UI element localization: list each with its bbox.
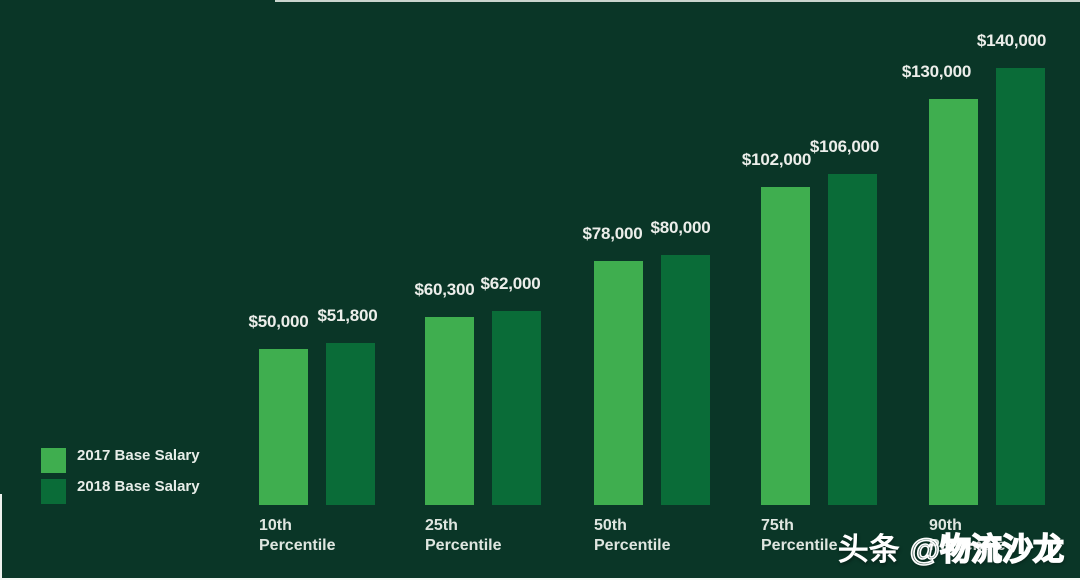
value-label-2017-90th-percentile: $130,000: [901, 62, 972, 81]
category-label-10th-percentile: 10th Percentile: [259, 517, 336, 554]
value-label-2018-90th-percentile: $140,000: [976, 30, 1047, 50]
bar-2018-90th-percentile: [996, 67, 1045, 505]
value-label-2017-75th-percentile: $102,000: [741, 149, 812, 169]
watermark-handle-text: @物流沙龙: [909, 532, 1065, 568]
page-edge-sliver-bottom: [0, 578, 1080, 580]
bar-2017-25th-percentile: [425, 316, 474, 505]
chart-legend: 2017 Base Salary 2018 Base Salary: [41, 448, 200, 510]
category-label-50th-percentile: 50th Percentile: [594, 517, 671, 554]
value-label-2017-50th-percentile: $78,000: [582, 224, 643, 244]
bar-2018-10th-percentile: [326, 343, 375, 505]
value-label-2018-50th-percentile: $80,000: [650, 218, 711, 238]
value-label-2018-10th-percentile: $51,800: [317, 306, 378, 326]
bar-2017-75th-percentile: [761, 186, 810, 505]
value-label-2017-10th-percentile: $50,000: [248, 311, 309, 331]
category-label-25th-percentile: 25th Percentile: [425, 517, 502, 554]
legend-swatch-2017: [41, 448, 66, 473]
bar-2017-90th-percentile: [929, 99, 978, 505]
watermark: 头条 @物流沙龙: [837, 532, 1065, 568]
value-label-2018-25th-percentile: $62,000: [480, 274, 541, 294]
bar-2017-50th-percentile: [594, 261, 643, 505]
category-label-75th-percentile: 75th Percentile: [761, 517, 838, 554]
page-edge-sliver-top: [275, 0, 1080, 2]
bar-2018-25th-percentile: [492, 311, 541, 505]
legend-label-2018: 2018 Base Salary: [77, 478, 200, 495]
legend-label-2017: 2017 Base Salary: [77, 447, 200, 464]
bar-2017-10th-percentile: [259, 348, 308, 505]
value-label-2018-75th-percentile: $106,000: [809, 137, 880, 156]
legend-item-2017: 2017 Base Salary: [41, 448, 200, 473]
category-label-90th-percentile: 90th Percentile: [929, 517, 1006, 554]
legend-item-2018: 2018 Base Salary: [41, 479, 200, 504]
legend-swatch-2018: [41, 479, 66, 504]
bar-2018-50th-percentile: [661, 255, 710, 505]
page-edge-sliver-left: [0, 494, 2, 580]
value-label-2017-25th-percentile: $60,300: [414, 279, 475, 299]
watermark-brand-text: 头条: [837, 532, 900, 567]
bar-2018-75th-percentile: [828, 174, 877, 505]
